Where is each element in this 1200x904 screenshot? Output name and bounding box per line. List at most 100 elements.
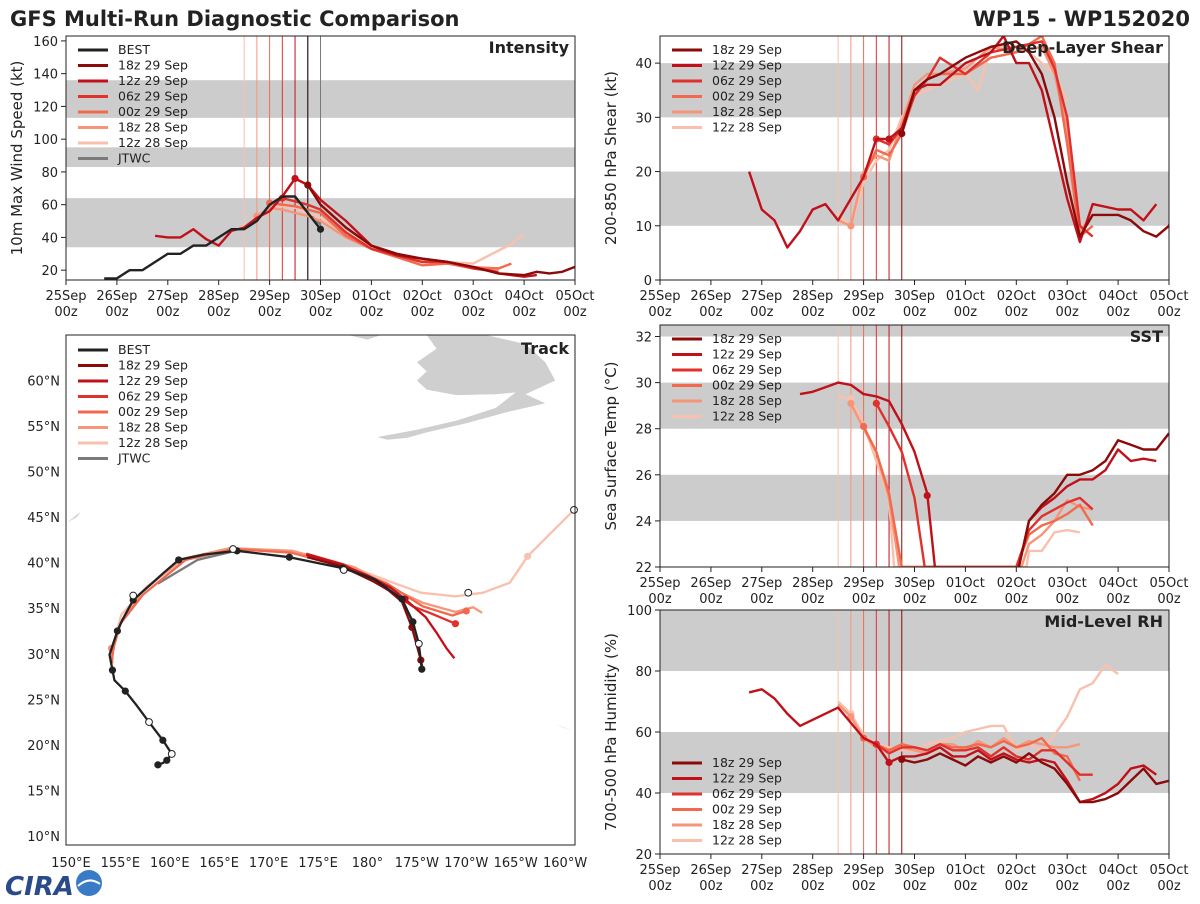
shear-xtick-label-9: 04Oct bbox=[1099, 289, 1138, 304]
track-xtick-label-1: 155°E bbox=[101, 856, 141, 871]
intensity-xtick-sublabel-0: 00z bbox=[54, 305, 78, 320]
rh-ytick-label-2: 60 bbox=[635, 726, 652, 741]
sst-marker-18z-28-Sep-0 bbox=[847, 399, 855, 407]
alaska-land bbox=[377, 335, 556, 440]
track-marker-00z-29-Sep-0 bbox=[462, 607, 470, 615]
shear-xtick-label-8: 03Oct bbox=[1048, 289, 1087, 304]
shear-xtick-sublabel-2: 00z bbox=[750, 305, 774, 320]
sst-panel: 22242628303225Sep00z26Sep00z27Sep00z28Se… bbox=[602, 324, 1189, 607]
track-marker-BEST-4 bbox=[108, 666, 117, 674]
sst-marker-12z-29-Sep-0 bbox=[923, 491, 931, 500]
sst-legend-label-2: 06z 29 Sep bbox=[712, 362, 782, 377]
intensity-xtick-sublabel-9: 00z bbox=[512, 305, 536, 320]
intensity-xtick-label-9: 04Oct bbox=[505, 289, 544, 304]
track-ytick-label-8: 50°N bbox=[27, 466, 60, 481]
rh-marker-18z-29-Sep-0 bbox=[898, 755, 906, 764]
track-xtick-label-5: 175°E bbox=[298, 856, 338, 871]
track-marker-BEST-2 bbox=[159, 736, 167, 744]
track-legend-label-5: 18z 28 Sep bbox=[118, 420, 188, 435]
sst-xtick-sublabel-6: 00z bbox=[954, 592, 978, 607]
rh-xtick-label-9: 04Oct bbox=[1099, 863, 1138, 878]
intensity-legend-label-1: 18z 29 Sep bbox=[118, 58, 188, 73]
shear-legend-label-1: 12z 29 Sep bbox=[712, 58, 782, 73]
rh-xtick-sublabel-8: 00z bbox=[1056, 879, 1080, 894]
shear-ytick-label-4: 40 bbox=[635, 57, 652, 72]
sst-legend-label-3: 00z 29 Sep bbox=[712, 378, 782, 393]
sst-series-12z-28-Sep bbox=[837, 395, 1081, 567]
track-ytick-label-10: 60°N bbox=[27, 375, 60, 390]
intensity-legend-label-6: 12z 28 Sep bbox=[118, 135, 188, 150]
intensity-xtick-label-4: 29Sep bbox=[249, 289, 290, 304]
sst-xtick-label-4: 29Sep bbox=[843, 576, 884, 591]
track-marker-BEST-3 bbox=[121, 687, 129, 695]
track-legend-label-3: 06z 29 Sep bbox=[118, 389, 188, 404]
intensity-marker-12z-29-Sep-0 bbox=[291, 174, 299, 183]
track-open-marker-BEST-4 bbox=[339, 566, 348, 574]
intensity-xtick-sublabel-5: 00z bbox=[309, 305, 333, 320]
intensity-xtick-label-2: 27Sep bbox=[147, 289, 188, 304]
track-open-marker-12z-28-Sep-1 bbox=[464, 588, 473, 597]
cira-logo-swoosh bbox=[77, 879, 101, 887]
intensity-xtick-sublabel-10: 00z bbox=[563, 305, 587, 320]
sst-ytick-label-0: 22 bbox=[635, 561, 652, 576]
track-series-12z-28-Sep bbox=[109, 509, 575, 664]
rh-xtick-label-7: 02Oct bbox=[997, 863, 1036, 878]
sst-ytick-label-5: 32 bbox=[635, 331, 652, 346]
shear-ytick-label-2: 20 bbox=[635, 166, 652, 181]
shear-legend-label-2: 06z 29 Sep bbox=[712, 73, 782, 88]
track-ytick-label-5: 35°N bbox=[27, 602, 60, 617]
shear-xtick-sublabel-8: 00z bbox=[1056, 305, 1080, 320]
sst-xtick-label-6: 01Oct bbox=[946, 576, 985, 591]
sst-series-12z-29-Sep bbox=[799, 381, 1157, 567]
track-marker-12z-28-Sep-0 bbox=[523, 552, 532, 560]
track-series-18z-28-Sep bbox=[110, 546, 483, 663]
shear-marker-12z-29-Sep-0 bbox=[885, 135, 893, 143]
track-ytick-label-9: 55°N bbox=[27, 420, 60, 435]
intensity-ytick-label-3: 80 bbox=[41, 166, 58, 181]
shear-xtick-sublabel-7: 00z bbox=[1005, 305, 1029, 320]
track-open-marker-BEST-0 bbox=[167, 750, 176, 758]
rh-marker-12z-29-Sep-0 bbox=[885, 758, 893, 767]
sst-xtick-label-1: 26Sep bbox=[690, 576, 731, 591]
intensity-panel: 2040608010012014016025Sep00z26Sep00z27Se… bbox=[8, 35, 595, 320]
shear-xtick-label-3: 28Sep bbox=[792, 289, 833, 304]
shear-xtick-label-0: 25Sep bbox=[639, 289, 680, 304]
track-open-marker-BEST-2 bbox=[129, 591, 138, 600]
sst-legend-label-5: 12z 28 Sep bbox=[712, 409, 782, 424]
rh-xtick-sublabel-3: 00z bbox=[801, 879, 825, 894]
shear-xtick-label-4: 29Sep bbox=[843, 289, 884, 304]
rh-xtick-sublabel-5: 00z bbox=[903, 879, 927, 894]
rh-legend-label-3: 00z 29 Sep bbox=[712, 802, 782, 817]
intensity-xtick-label-5: 30Sep bbox=[300, 289, 341, 304]
intensity-ytick-label-6: 140 bbox=[33, 68, 58, 83]
track-open-marker-BEST-1 bbox=[145, 718, 153, 726]
sst-ytick-label-1: 24 bbox=[635, 515, 652, 530]
rh-xtick-label-0: 25Sep bbox=[639, 863, 680, 878]
rh-xtick-sublabel-4: 00z bbox=[852, 879, 876, 894]
track-legend-label-1: 18z 29 Sep bbox=[118, 358, 188, 373]
shear-xtick-label-10: 05Oct bbox=[1149, 289, 1188, 304]
sst-xtick-label-10: 05Oct bbox=[1149, 576, 1188, 591]
rh-series-12z-29-Sep bbox=[748, 688, 1158, 804]
track-marker-06z-29-Sep-0 bbox=[451, 620, 460, 628]
intensity-xtick-sublabel-7: 00z bbox=[411, 305, 435, 320]
rh-series-06z-29-Sep bbox=[875, 743, 1093, 776]
shear-legend-label-0: 18z 29 Sep bbox=[712, 42, 782, 57]
intensity-legend-label-5: 18z 28 Sep bbox=[118, 120, 188, 135]
track-xtick-label-8: 170°W bbox=[444, 856, 488, 871]
sst-series-group bbox=[799, 381, 1169, 567]
intensity-series-group bbox=[104, 174, 575, 280]
shear-panel: 01020304025Sep00z26Sep00z27Sep00z28Sep00… bbox=[602, 35, 1189, 320]
rh-xtick-label-2: 27Sep bbox=[741, 863, 782, 878]
track-ytick-label-7: 45°N bbox=[27, 511, 60, 526]
figure-title: GFS Multi-Run Diagnostic Comparison bbox=[10, 7, 459, 31]
shear-xtick-label-1: 26Sep bbox=[690, 289, 731, 304]
rh-legend-label-0: 18z 29 Sep bbox=[712, 755, 782, 770]
sst-ylabel: Sea Surface Temp (°C) bbox=[602, 361, 620, 530]
rh-xtick-sublabel-7: 00z bbox=[1005, 879, 1029, 894]
intensity-xtick-sublabel-3: 00z bbox=[207, 305, 231, 320]
track-legend-label-0: BEST bbox=[118, 342, 150, 357]
track-title: Track bbox=[521, 339, 569, 358]
land-group bbox=[66, 335, 574, 732]
track-panel: 10°N 15°N 20°N 25°N 30°N 35°N 40°N 45°N 50°N 55°N… bbox=[27, 334, 587, 871]
